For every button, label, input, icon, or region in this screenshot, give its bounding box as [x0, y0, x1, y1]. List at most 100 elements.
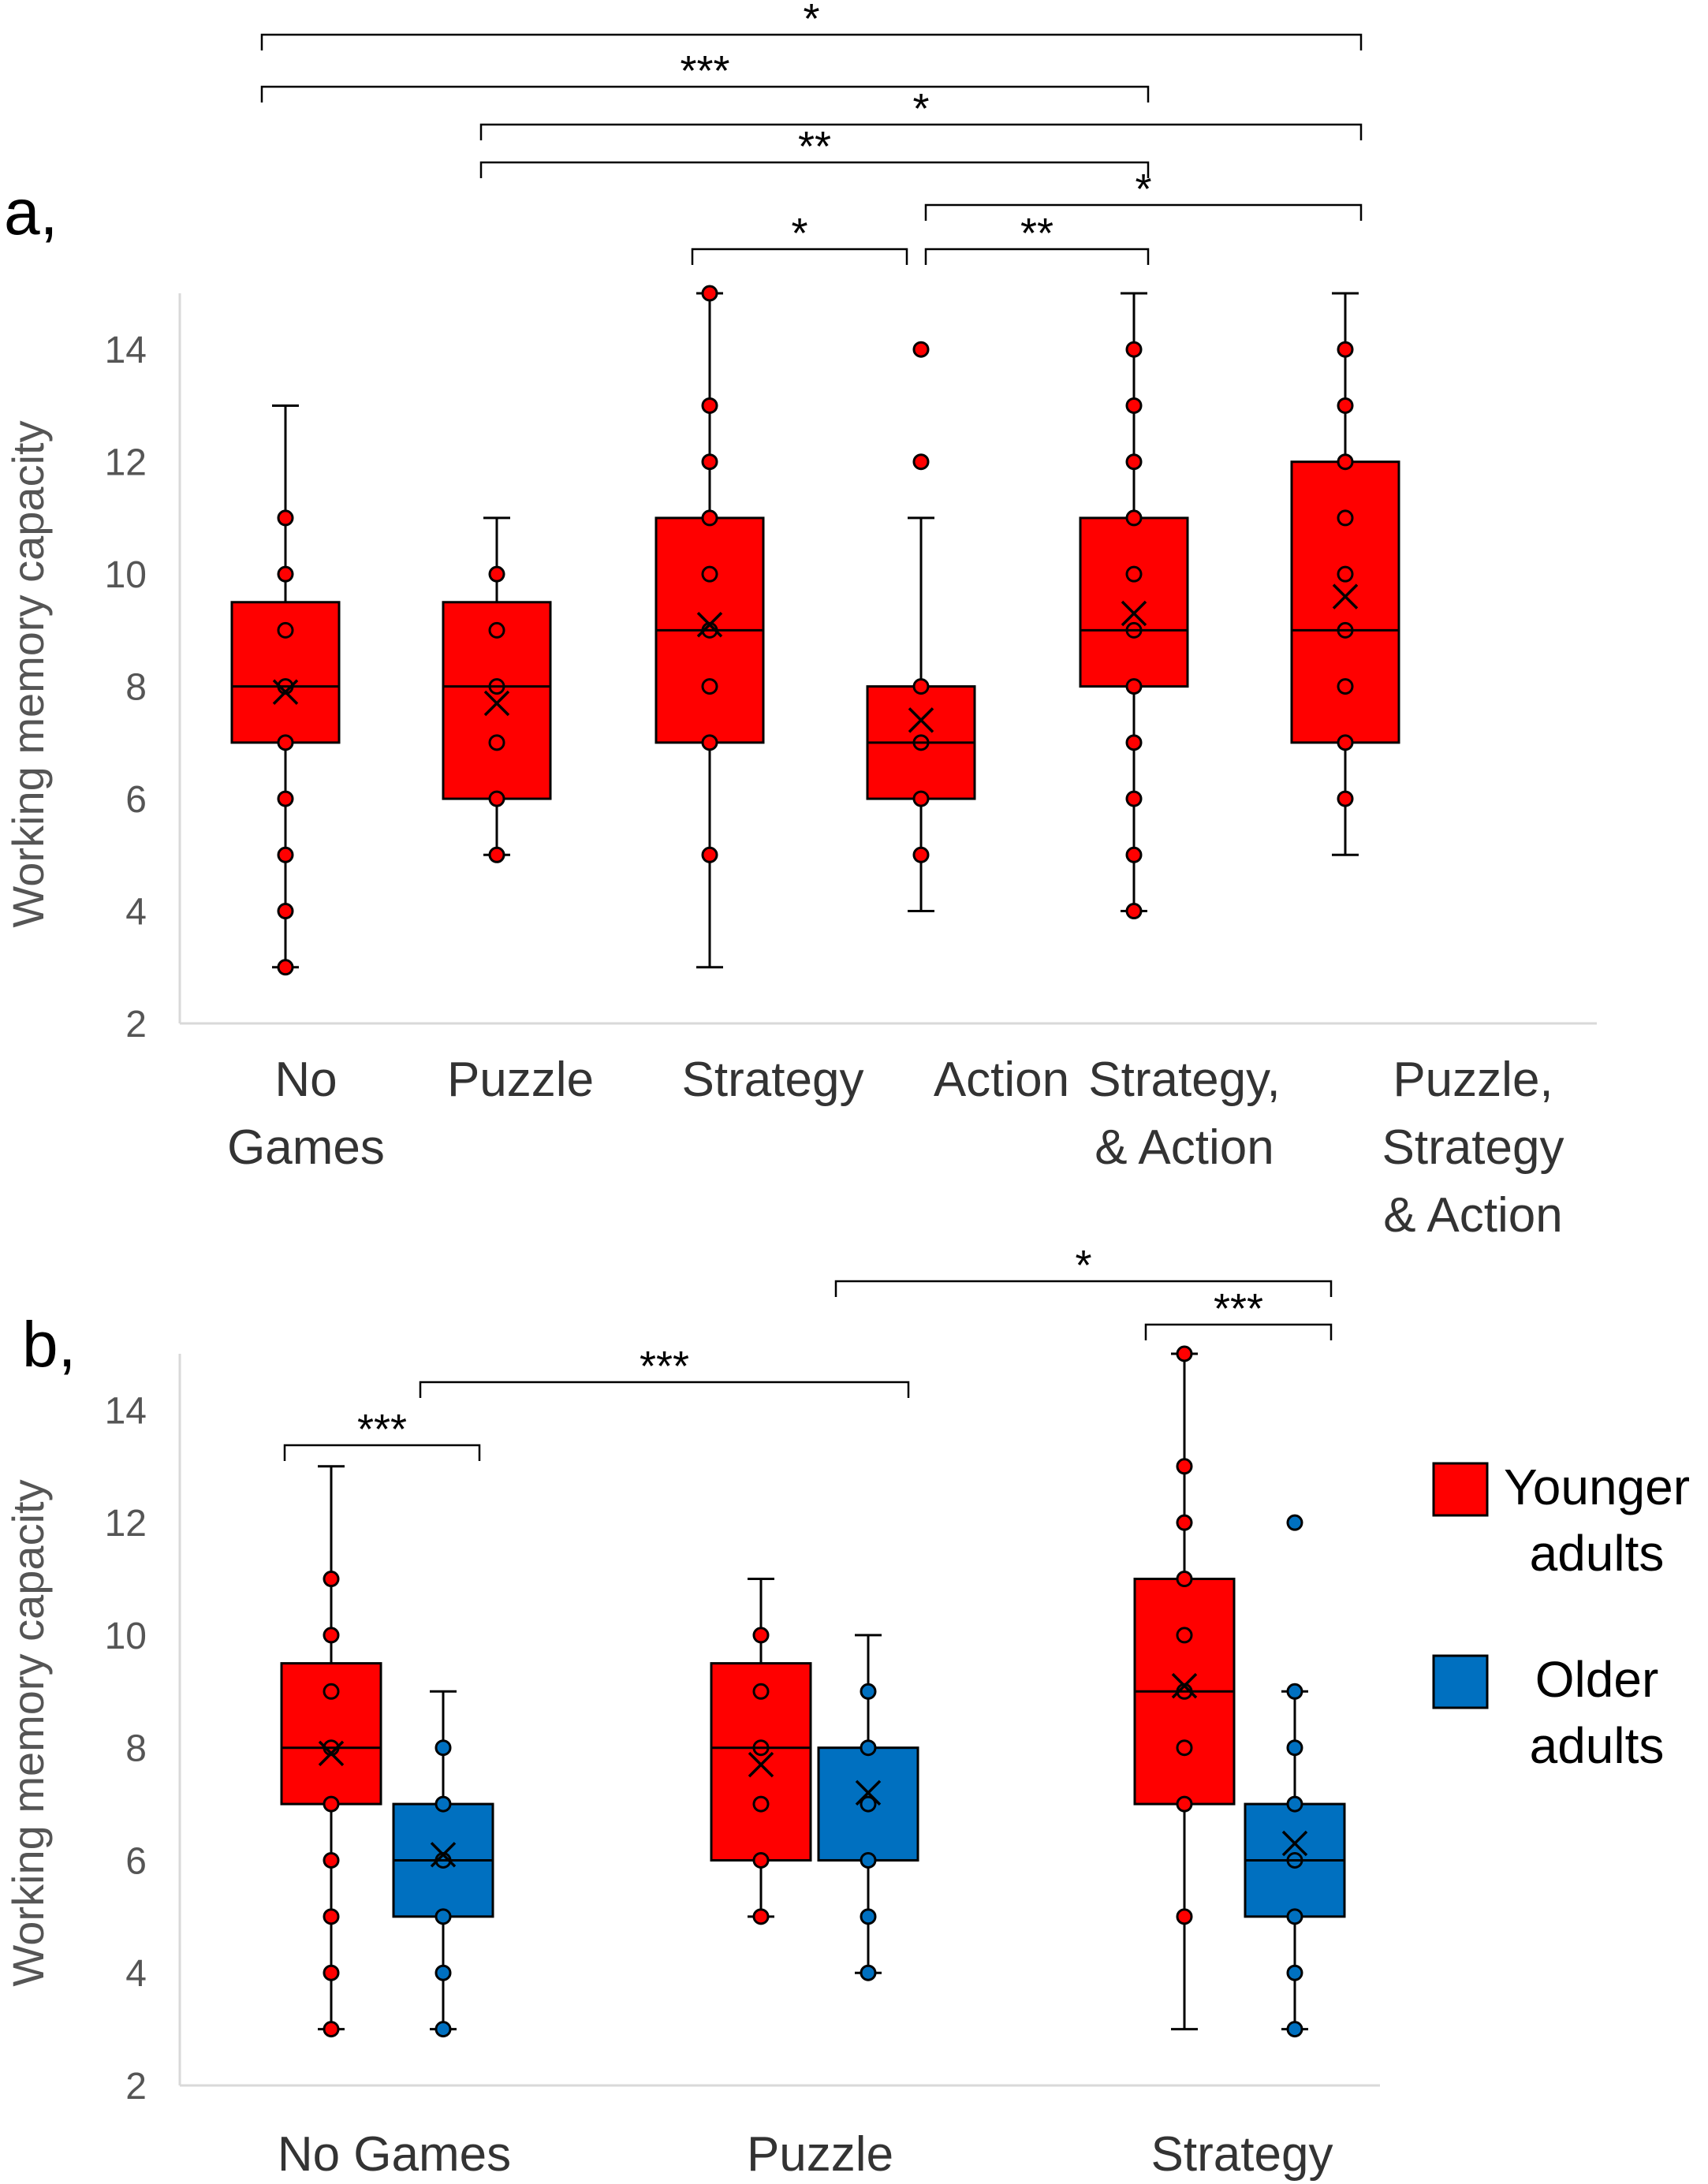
- chart-a-5-data-point: [1125, 621, 1143, 639]
- chart-b-3-series-1-data-point: [1176, 1739, 1193, 1757]
- chart-b-3-series-2-mean-marker: [1281, 1830, 1308, 1857]
- chart-a-2-data-point: [488, 734, 505, 751]
- chart-a-significance-1-label: *: [803, 0, 819, 43]
- chart-a-category-label: Puzzle: [447, 1053, 594, 1107]
- chart-b-3-series-1-data-point: [1176, 1514, 1193, 1531]
- chart-a-significance-3-bracket: [479, 123, 1363, 140]
- chart-a-6-mean-marker: [1332, 583, 1359, 609]
- chart-b-3-series-2-data-point: [1286, 1964, 1303, 1981]
- chart-a-5-data-point: [1125, 790, 1143, 807]
- chart-a-y-tick-label: 12: [105, 442, 147, 484]
- chart-b-category-label: Strategy: [1151, 2127, 1333, 2182]
- chart-a-1-mean-marker: [272, 679, 299, 705]
- chart-a-1-data-point: [277, 509, 294, 527]
- chart-a-5-data-point: [1125, 846, 1143, 863]
- chart-b-3-series-1-mean-marker: [1171, 1672, 1198, 1699]
- chart-a-5-data-point: [1125, 734, 1143, 751]
- chart-b-3-series-1-data-point: [1176, 1345, 1193, 1362]
- chart-b-2-series-1-data-point: [752, 1683, 770, 1700]
- chart-b-significance-1-bracket: [834, 1280, 1333, 1297]
- chart-b-2-series-2-data-point: [860, 1851, 877, 1869]
- chart-b-2-series-2-data-point: [860, 1964, 877, 1981]
- chart-a-5-data-point: [1125, 509, 1143, 527]
- chart-a-3-data-point: [701, 734, 718, 751]
- chart-a-4-data-point: [912, 341, 930, 358]
- chart-a-category-label: Strategy: [1382, 1120, 1564, 1175]
- chart-a-3-data-point: [701, 565, 718, 583]
- chart-a-1-data-point: [277, 846, 294, 863]
- chart-b-3-series-2-data-point: [1286, 1514, 1303, 1531]
- chart-b-categories: No Games Puzzle Strategy: [278, 2127, 1333, 2182]
- chart-b-3-series-1-data-point: [1176, 1571, 1193, 1588]
- chart-b-1-series-2-data-point: [434, 2021, 452, 2038]
- chart-a-6-data-point: [1337, 621, 1354, 639]
- chart-a-3-data-point: [701, 397, 718, 414]
- chart-b-y-axis-label: Working memory capacity: [3, 1479, 53, 1986]
- chart-b-3-series-2-data-point: [1286, 1739, 1303, 1757]
- chart-a-1-data-point: [277, 734, 294, 751]
- chart-b-2-series-1-data-point: [752, 1795, 770, 1813]
- chart-a-1-data-point: [277, 903, 294, 920]
- chart-b-3-series-2-data-point: [1286, 2021, 1303, 2038]
- chart-a-y-tick-label: 10: [105, 554, 147, 596]
- chart-a-significance-3-label: *: [912, 85, 929, 132]
- panel-b-label: b,: [22, 1309, 76, 1381]
- chart-a-3-data-point: [701, 846, 718, 863]
- chart-a-significance-4-bracket: [479, 161, 1150, 178]
- chart-a-4-data-point: [912, 453, 930, 471]
- chart-a-6-data-point: [1337, 509, 1354, 527]
- chart-a-y-tick-label: 2: [125, 1004, 147, 1045]
- chart-b-2-series-1-mean-marker: [748, 1751, 774, 1778]
- chart-b-2-series-2-box: [817, 1746, 919, 1862]
- chart-a-significance-7-label: **: [1020, 210, 1054, 257]
- chart-b-1-series-2-mean-marker: [430, 1842, 457, 1868]
- chart-a-2-data-point: [488, 678, 505, 695]
- chart-b-1-series-1-data-point: [323, 1964, 340, 1981]
- chart-b-1-series-1-data-point: [323, 2021, 340, 2038]
- chart-b-y-tick-label: 2: [125, 2066, 147, 2108]
- chart-a-categories: No Games Puzzle Strategy Action Strategy, & Ac…: [227, 1053, 1564, 1243]
- chart-a-category-label: & Action: [1383, 1188, 1562, 1243]
- chart-b-y-tick-label: 10: [105, 1616, 147, 1657]
- chart-b-2-series-1-data-point: [752, 1627, 770, 1644]
- chart-b-2-series-2-mean-marker: [855, 1780, 882, 1806]
- chart-b-y-tick-label: 12: [105, 1503, 147, 1545]
- chart-a-significance-7-bracket: [924, 248, 1150, 265]
- chart-a-3-data-point: [701, 285, 718, 302]
- chart-a-6-data-point: [1337, 397, 1354, 414]
- chart-b-legend: Younger adults Older adults: [1432, 1459, 1690, 1774]
- chart-a-4-data-point: [912, 846, 930, 863]
- chart-a-5-data-point: [1125, 565, 1143, 583]
- legend-label-1: Younger: [1504, 1459, 1690, 1515]
- chart-b-significance: **********: [283, 1242, 1333, 1461]
- legend-label-2: adults: [1530, 1717, 1665, 1774]
- chart-b-1-series-2-data-point: [434, 1908, 452, 1925]
- chart-a-2-data-point: [488, 621, 505, 639]
- chart-a-2-mean-marker: [483, 690, 510, 717]
- chart-a-axes: 2 4 6 8 10 12 14: [105, 293, 1597, 1045]
- chart-a-significance-5-label: *: [1135, 166, 1151, 213]
- legend-swatch-1: [1432, 1462, 1489, 1517]
- chart-a-6-box: [1290, 460, 1400, 744]
- chart-b-1-series-2-data-point: [434, 1795, 452, 1813]
- chart-a-5-data-point: [1125, 678, 1143, 695]
- chart-a-category-label: Puzzle,: [1393, 1053, 1553, 1107]
- chart-a-1-data-point: [277, 790, 294, 807]
- chart-b-2-series-1-data-point: [752, 1908, 770, 1925]
- chart-b-significance-2-label: ***: [1214, 1285, 1263, 1332]
- chart-b-1-series-1-data-point: [323, 1571, 340, 1588]
- chart-b-boxes: [280, 1345, 1346, 2038]
- chart-a-significance: ********* **: [260, 0, 1363, 265]
- chart-b-1-series-1-data-point: [323, 1851, 340, 1869]
- chart-a-6-data-point: [1337, 790, 1354, 807]
- panel-a-label: a,: [4, 177, 58, 248]
- chart-a-4-mean-marker: [908, 707, 934, 733]
- chart-b-y-tick-label: 8: [125, 1728, 147, 1770]
- chart-a-4-data-point: [912, 678, 930, 695]
- legend-label-1: adults: [1530, 1525, 1665, 1582]
- chart-b-y-tick-label: 4: [125, 1953, 147, 1995]
- chart-b-y-tick-label: 6: [125, 1840, 147, 1882]
- chart-a-6-data-point: [1337, 565, 1354, 583]
- chart-a-5-data-point: [1125, 903, 1143, 920]
